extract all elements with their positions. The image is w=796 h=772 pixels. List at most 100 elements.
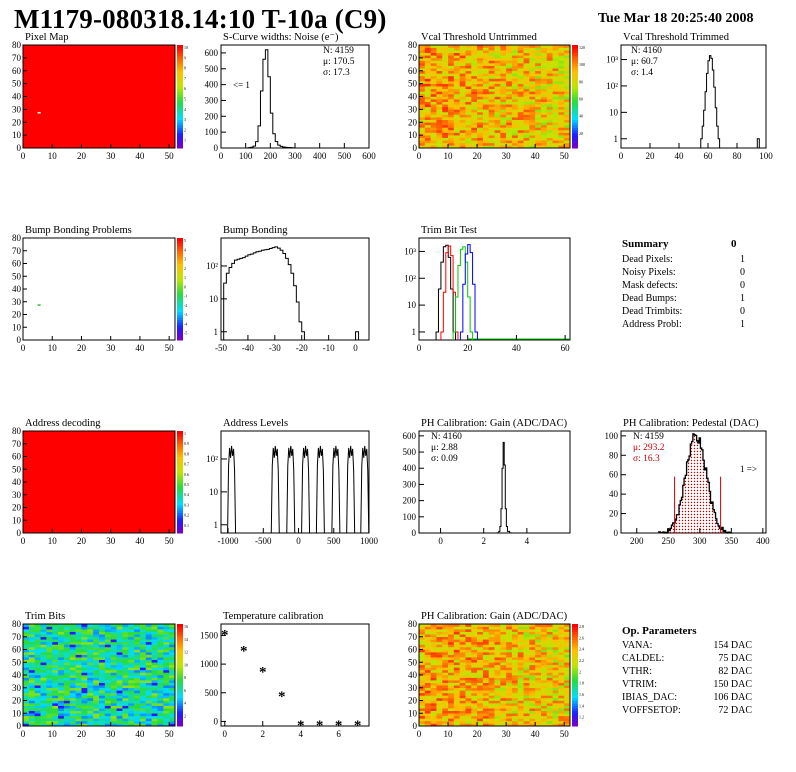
heatmap-cell	[69, 682, 76, 686]
heatmap-cell	[564, 47, 571, 51]
chart-title: S-Curve widths: Noise (e⁻)	[223, 32, 339, 43]
heatmap-cell	[477, 63, 484, 66]
heatmap-cell	[465, 135, 472, 138]
heatmap-cell	[430, 140, 437, 144]
palette-cell	[177, 91, 183, 95]
heatmap-cell	[69, 644, 76, 648]
summary-label: Dead Bumps:	[622, 293, 677, 304]
palette-cell	[177, 469, 183, 473]
heatmap-cell	[46, 667, 53, 671]
y-tick-label: 40	[408, 92, 418, 102]
heatmap-cell	[40, 700, 47, 704]
heatmap-cell	[529, 634, 536, 638]
op-parameter-value: 150 DAC	[713, 679, 752, 690]
heatmap-cell	[471, 680, 478, 683]
heatmap-cell	[494, 662, 501, 666]
heatmap-cell	[69, 664, 76, 668]
heatmap-cell	[169, 629, 176, 632]
histogram-series	[452, 246, 474, 340]
heatmap-cell	[500, 117, 507, 120]
palette-tick-label: 5	[184, 97, 186, 102]
heatmap-cell	[552, 142, 559, 146]
heatmap-cell	[488, 659, 495, 663]
palette-cell	[177, 641, 183, 645]
heatmap-cell	[145, 713, 152, 717]
heatmap-cell	[169, 636, 176, 640]
heatmap-cell	[552, 629, 559, 632]
heatmap-cell	[28, 677, 35, 681]
heatmap-cell	[134, 703, 141, 706]
heatmap-cell	[482, 106, 489, 110]
heatmap-cell	[448, 690, 455, 694]
heatmap-cell	[122, 654, 129, 658]
y-tick-label: 10	[12, 515, 22, 525]
heatmap-cell	[28, 626, 35, 630]
heatmap-cell	[424, 81, 431, 84]
heatmap-cell	[494, 117, 501, 120]
heatmap-cell	[488, 654, 495, 658]
heatmap-cell	[500, 634, 507, 638]
heatmap-cell	[424, 692, 431, 696]
palette-tick-label: 0.3	[184, 502, 189, 507]
heatmap-cell	[436, 626, 443, 630]
heatmap-cell	[529, 723, 536, 727]
palette-tick-label: 10	[184, 662, 188, 667]
palette-cell	[177, 268, 183, 272]
heatmap-cell	[517, 723, 524, 727]
heatmap-cell	[116, 680, 123, 683]
heatmap-cell	[58, 705, 65, 709]
heatmap-cell	[99, 629, 106, 632]
heatmap-cell	[58, 659, 65, 663]
heatmap-cell	[442, 140, 449, 144]
palette-cell	[177, 142, 183, 146]
heatmap-cell	[511, 106, 519, 110]
heatmap-cell	[540, 703, 548, 706]
heatmap-cell	[546, 624, 553, 627]
heatmap-cell	[169, 697, 176, 701]
heatmap-cell	[69, 705, 76, 709]
heatmap-cell	[540, 57, 548, 61]
palette-cell	[177, 111, 183, 116]
heatmap-cell	[151, 685, 158, 689]
heatmap-cell	[482, 664, 489, 668]
heatmap-cell	[448, 713, 455, 717]
heatmap-cell	[517, 669, 524, 673]
heatmap-cell	[81, 710, 88, 714]
heatmap-cell	[448, 629, 455, 632]
heatmap-cell	[465, 710, 472, 714]
heatmap-cell	[511, 47, 519, 51]
palette-cell	[177, 634, 183, 638]
heatmap-cell	[23, 695, 30, 699]
heatmap-cell	[430, 697, 437, 701]
heatmap-cell	[488, 101, 495, 105]
heatmap-cell	[558, 145, 565, 149]
heatmap-cell	[430, 695, 437, 699]
heatmap-cell	[122, 646, 129, 650]
palette-cell	[177, 662, 183, 666]
heatmap-cell	[506, 646, 513, 650]
heatmap-cell	[104, 626, 111, 630]
heatmap-cell	[494, 723, 501, 727]
heatmap-cell	[75, 703, 82, 706]
heatmap-cell	[564, 68, 571, 72]
heatmap-cell	[459, 723, 466, 727]
heatmap-cell	[564, 101, 571, 105]
palette-cell	[177, 55, 183, 59]
heatmap-cell	[523, 652, 530, 655]
heatmap-cell	[448, 127, 455, 131]
heatmap-cell	[535, 657, 542, 660]
heatmap-cell	[564, 708, 571, 711]
y-tick-label: 100	[205, 127, 219, 137]
palette-cell	[177, 329, 183, 333]
heatmap-cell	[23, 669, 30, 673]
heatmap-cell	[163, 657, 170, 660]
palette-tick-label: 2	[184, 266, 186, 271]
heatmap-cell	[430, 60, 437, 64]
heatmap-cell	[500, 700, 507, 704]
heatmap-cell	[558, 641, 565, 645]
heatmap-cell	[430, 70, 437, 74]
heatmap-cell	[477, 700, 484, 704]
heatmap-cell	[482, 93, 489, 97]
heatmap-cell	[145, 646, 152, 650]
heatmap-cell	[546, 687, 553, 691]
